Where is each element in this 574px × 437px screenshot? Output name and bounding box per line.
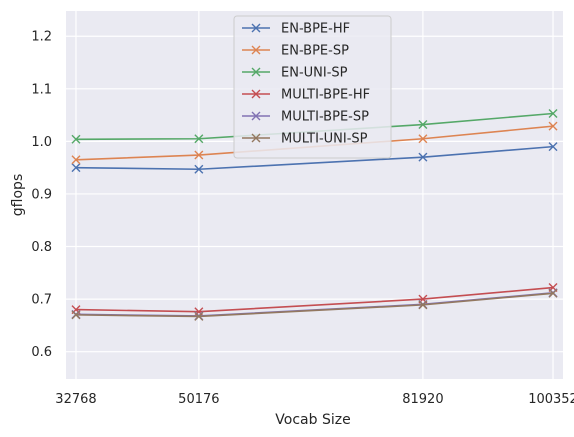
x-tick-labels: 32768 50176 81920 100352: [55, 392, 574, 407]
y-tick-label: 1.2: [31, 30, 52, 45]
y-axis-label: gflops: [10, 174, 26, 216]
data-point-marker: [418, 300, 428, 310]
data-point-marker: [194, 150, 204, 160]
grid-lines: [66, 11, 563, 379]
legend-swatch-marker: [251, 111, 261, 121]
series-line-multi-uni-sp: [75, 292, 554, 318]
x-tick-label: 50176: [178, 392, 219, 407]
legend-swatch-marker: [251, 23, 261, 33]
legend-swatch-marker: [251, 89, 261, 99]
legend-entry-label: MULTI-BPE-HF: [281, 88, 370, 103]
data-point-marker: [418, 152, 428, 162]
legend-swatch-marker: [251, 133, 261, 143]
legend: EN-BPE-HF EN-BPE-SP EN-UNI-SP MULTI-BPE-HF M…: [233, 15, 392, 159]
data-point-marker: [194, 134, 204, 144]
data-point-marker: [418, 120, 428, 130]
data-point-marker: [194, 164, 204, 174]
y-tick-labels: 0.6 0.7 0.8 0.9 1.0 1.1 1.2: [31, 30, 52, 360]
legend-box: [233, 15, 392, 159]
legend-swatch-marker: [251, 45, 261, 55]
data-point-marker: [71, 155, 81, 165]
y-tick-label: 1.1: [31, 82, 52, 97]
x-tick-label: 32768: [55, 392, 96, 407]
y-tick-label: 0.8: [31, 240, 52, 255]
y-tick-label: 0.7: [31, 293, 52, 308]
data-point-marker: [418, 134, 428, 144]
data-point-marker: [548, 121, 558, 131]
x-tick-label: 81920: [402, 392, 443, 407]
legend-entry-label: MULTI-UNI-SP: [281, 132, 368, 147]
y-tick-label: 0.6: [31, 345, 52, 360]
data-point-marker: [548, 288, 558, 298]
y-tick-label: 0.9: [31, 187, 52, 202]
data-point-marker: [548, 109, 558, 119]
x-tick-label: 100352: [528, 392, 574, 407]
legend-entry-label: MULTI-BPE-SP: [281, 110, 369, 125]
data-point-marker: [548, 142, 558, 152]
data-point-marker: [71, 310, 81, 320]
legend-swatch-marker: [251, 67, 261, 77]
data-point-marker: [194, 311, 204, 321]
x-axis-label: Vocab Size: [275, 412, 350, 428]
data-point-marker: [71, 134, 81, 144]
y-tick-label: 1.0: [31, 135, 52, 150]
series-line-en-bpe-hf: [75, 145, 554, 171]
legend-entry-label: EN-BPE-HF: [281, 22, 350, 37]
legend-entry-label: EN-BPE-SP: [281, 44, 349, 59]
series-line-multi-bpe-hf: [75, 286, 554, 313]
legend-entry-label: EN-UNI-SP: [281, 66, 348, 81]
data-point-marker: [71, 163, 81, 173]
